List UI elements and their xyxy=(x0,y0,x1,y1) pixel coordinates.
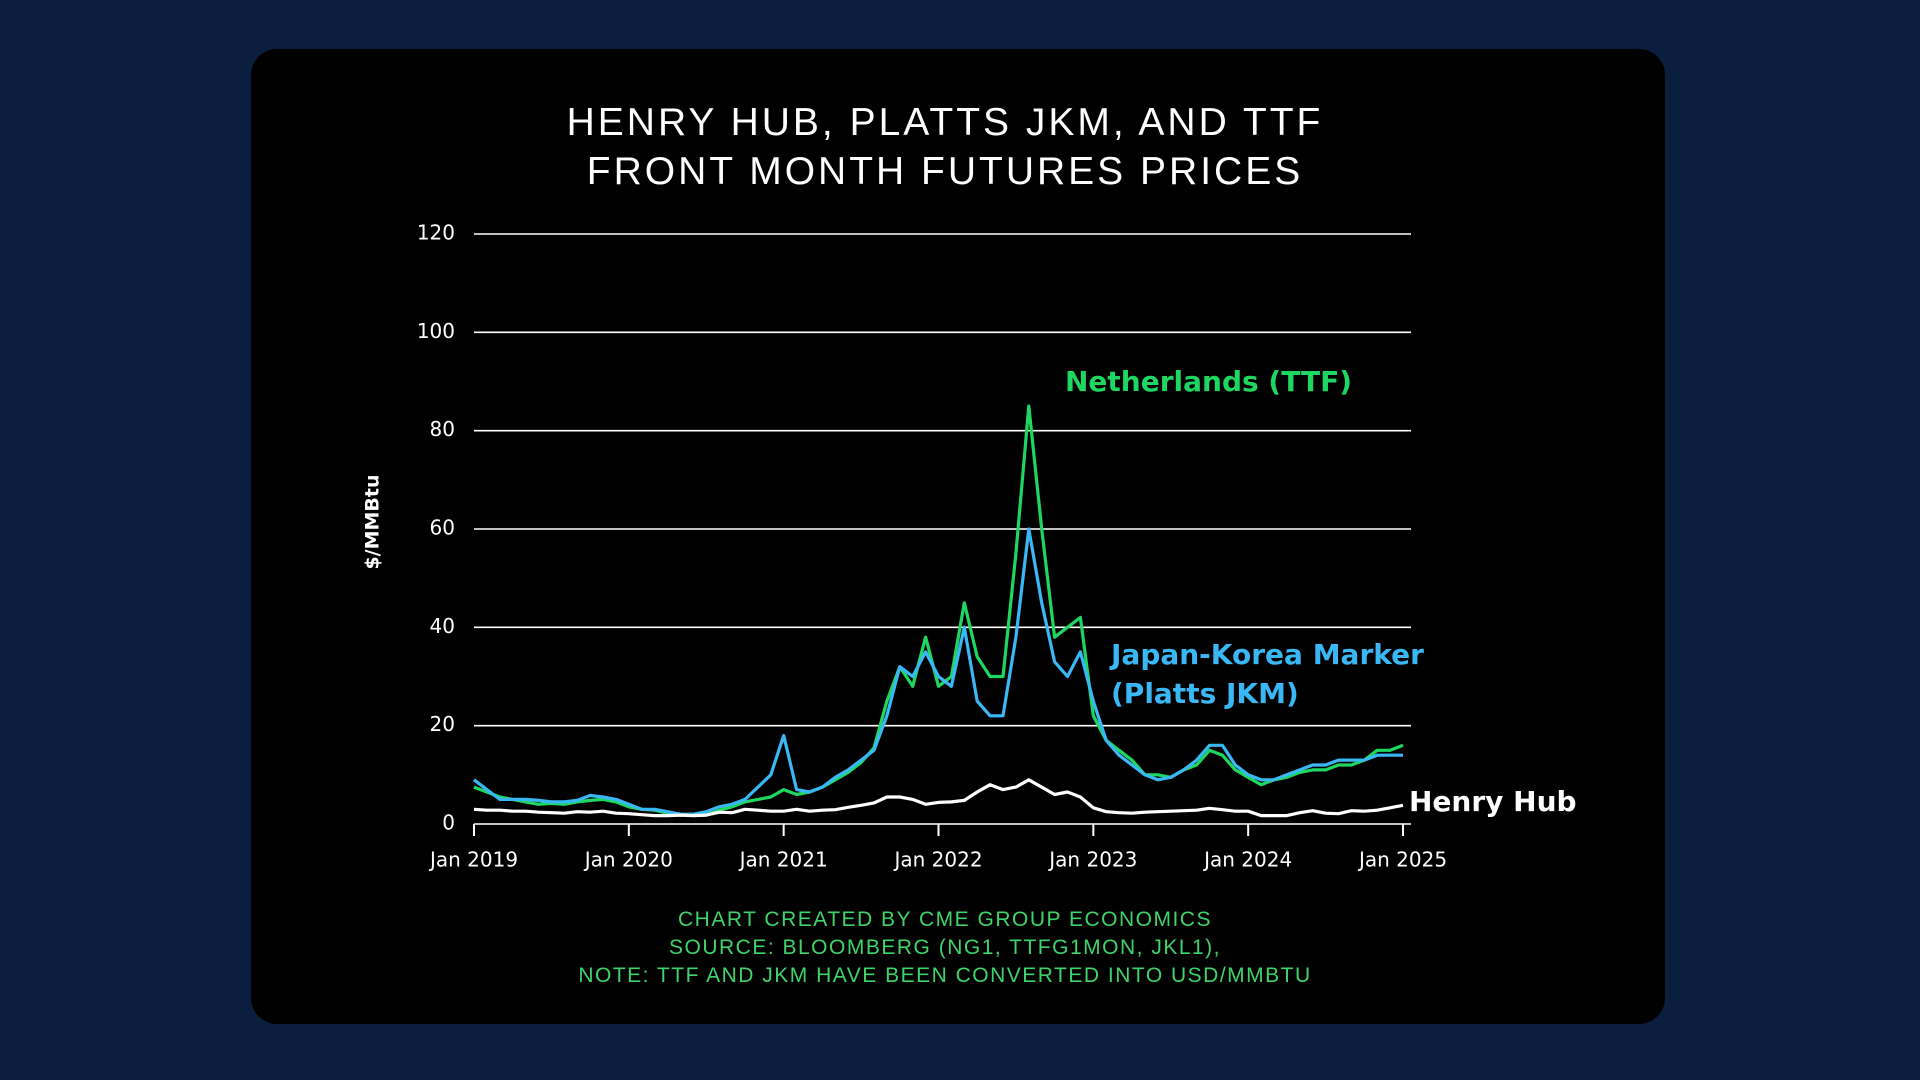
y-tick-label: 120 xyxy=(417,221,455,245)
x-tick-label: Jan 2025 xyxy=(1357,848,1447,872)
legend-label: Japan-Korea Marker (Platts JKM) xyxy=(1111,638,1424,710)
x-tick-label: Jan 2024 xyxy=(1202,848,1292,872)
y-tick-label: 100 xyxy=(417,319,455,343)
series-line xyxy=(473,404,1404,817)
y-tick-label: 80 xyxy=(430,417,455,441)
note: CHART CREATED BY CME GROUP ECONOMICS xyxy=(678,908,1212,931)
series-line xyxy=(473,778,1404,818)
chart-card xyxy=(251,49,1665,1024)
y-tick-label: 0 xyxy=(442,811,455,835)
x-tick-label: Jan 2023 xyxy=(1047,848,1137,872)
chart-title: HENRY HUB, PLATTS JKM, AND TTF FRONT MON… xyxy=(566,101,1324,193)
note: SOURCE: BLOOMBERG (NG1, TTFG1MON, JKL1), xyxy=(668,936,1222,959)
note: NOTE: TTF AND JKM HAVE BEEN CONVERTED IN… xyxy=(578,964,1312,987)
series-line xyxy=(473,527,1403,816)
y-tick-label: 20 xyxy=(430,712,455,736)
y-tick-label: 60 xyxy=(430,516,455,540)
x-tick-label: Jan 2021 xyxy=(738,848,828,872)
legend-label: Netherlands (TTF) xyxy=(1065,365,1352,398)
y-axis-label: $/MMBtu xyxy=(362,474,384,569)
legend-label: Henry Hub xyxy=(1409,785,1577,818)
y-tick-label: 40 xyxy=(430,614,455,638)
x-tick-label: Jan 2022 xyxy=(892,848,982,872)
x-tick-label: Jan 2020 xyxy=(583,848,673,872)
x-tick-label: Jan 2019 xyxy=(428,848,518,872)
